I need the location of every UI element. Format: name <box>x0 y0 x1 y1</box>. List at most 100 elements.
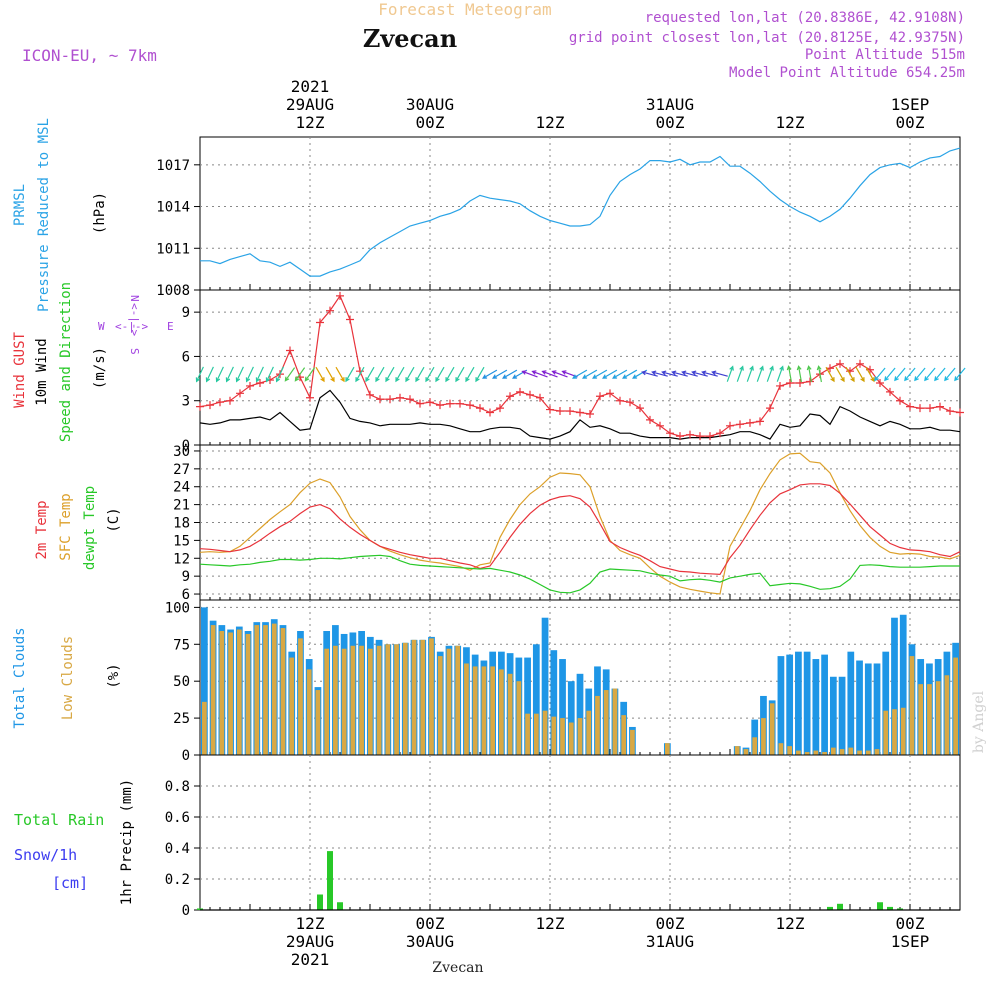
wind-direction-arrow <box>602 369 618 379</box>
requested-coordinates: requested lon,lat (20.8386E, 42.9108N) <box>645 10 965 26</box>
wind-gust-point <box>886 387 894 396</box>
total-clouds-bar <box>524 657 531 755</box>
total-clouds-bar <box>559 659 566 755</box>
low-clouds-bar <box>481 666 487 755</box>
wind-gust-point <box>216 398 224 407</box>
wind-gust-point <box>436 401 444 410</box>
low-clouds-bar <box>472 666 478 755</box>
time-axis-label: 30AUG <box>406 932 454 951</box>
total-clouds-bar <box>829 676 837 755</box>
wind-gust-point <box>396 393 404 402</box>
y-tick-label: 21 <box>173 498 190 514</box>
wind-gust-point <box>796 379 804 387</box>
low-clouds-bar <box>429 638 434 755</box>
low-clouds-bar <box>455 645 461 755</box>
y-tick-label: 0 <box>182 438 190 454</box>
low-clouds-bar <box>350 645 356 755</box>
low-clouds-bar <box>813 750 819 755</box>
y-tick-label: 12 <box>173 551 190 567</box>
total-clouds-bar <box>882 651 890 755</box>
wind-gust-point <box>346 315 354 324</box>
wind-direction-arrow <box>415 366 425 383</box>
wind-gust-point <box>286 346 294 355</box>
y-tick-label: 50 <box>173 674 190 690</box>
wind-direction-arrow <box>395 366 405 383</box>
y-tick-label: 9 <box>182 305 190 321</box>
low-clouds-bar <box>271 623 277 755</box>
low-clouds-bar <box>298 638 303 755</box>
low-clouds-bar <box>402 642 408 755</box>
wind-gust-point <box>946 407 954 416</box>
y-tick-label: 0 <box>182 903 190 919</box>
time-axis-label: 31AUG <box>646 932 694 951</box>
wind-gust-point <box>736 420 744 429</box>
total-clouds-bar <box>803 651 811 755</box>
compass-n: N <box>128 295 141 302</box>
wind-direction-arrow <box>385 366 395 383</box>
time-axis-label: 2021 <box>291 77 330 96</box>
wind-gust-point <box>306 393 314 402</box>
footer-location: Zvecan <box>432 960 483 976</box>
wind-gust-point <box>896 396 904 405</box>
wind-gust-point <box>826 364 834 373</box>
precip-cm-label: [cm] <box>52 874 88 892</box>
wind-gust-point <box>406 395 414 404</box>
time-axis-label: 1SEP <box>891 95 930 114</box>
low-clouds-bar <box>210 625 216 755</box>
pressure-label-prmsl: PRMSL <box>12 184 28 226</box>
low-clouds-bar <box>420 639 426 755</box>
wind-gust-point <box>536 393 544 402</box>
low-clouds-bar <box>848 747 854 755</box>
rain-bar <box>887 906 893 910</box>
low-clouds-bar <box>927 684 932 755</box>
low-clouds-bar <box>219 631 225 755</box>
wind-direction-arrow <box>294 367 306 382</box>
total-clouds-bar <box>201 607 208 755</box>
total-clouds-bar <box>847 651 855 755</box>
time-axis-label: 29AUG <box>286 932 334 951</box>
wind-direction-arrow <box>445 366 455 383</box>
y-tick-label: 27 <box>173 462 190 478</box>
total-clouds-bar <box>541 617 549 755</box>
wind-direction-arrow <box>304 367 316 382</box>
wind-gust-point <box>936 402 944 411</box>
time-axis-label: 00Z <box>656 914 685 933</box>
low-clouds-bar <box>839 749 845 755</box>
wind-direction-arrow <box>551 370 568 378</box>
time-axis-label: 29AUG <box>286 95 334 114</box>
clouds-panel: 0 25 50 75 100 <box>165 599 961 764</box>
y-tick-label: 75 <box>173 637 190 653</box>
wind-gust-point <box>246 381 254 390</box>
total-clouds-bar <box>576 673 584 755</box>
low-clouds-bar <box>743 749 749 755</box>
y-tick-label: 0.4 <box>165 841 190 857</box>
y-tick-label: 6 <box>182 587 190 603</box>
total-clouds-bar <box>532 644 540 755</box>
wind-gust-point <box>376 395 384 404</box>
wind-direction-arrow <box>225 366 234 383</box>
wind-direction-arrow <box>502 369 518 379</box>
wind-gust-point <box>256 379 264 387</box>
wind-direction-arrow <box>612 369 628 379</box>
wind-gust-point <box>506 392 514 401</box>
low-clouds-bar <box>568 722 574 755</box>
wind-direction-arrow <box>195 366 204 383</box>
y-tick-label: 1008 <box>156 283 190 299</box>
wind-direction-arrow <box>845 366 855 383</box>
wind-gust-point <box>666 429 674 438</box>
wind-gust-point <box>546 405 554 414</box>
time-axis-label: 12Z <box>776 113 805 132</box>
wind-gust-point <box>776 381 784 390</box>
wind-direction-arrow <box>736 365 744 382</box>
precip-unit: 1hr Precip (mm) <box>119 779 135 905</box>
y-tick-label: 24 <box>173 480 190 496</box>
low-clouds-bar <box>202 701 207 755</box>
wind-direction-arrow <box>405 366 415 383</box>
wind-gust-point <box>486 408 494 417</box>
wind-gust-point <box>366 390 374 399</box>
wind-gust-point <box>876 379 884 387</box>
low-clouds-bar <box>446 648 452 755</box>
wind-direction-arrow <box>746 365 754 382</box>
